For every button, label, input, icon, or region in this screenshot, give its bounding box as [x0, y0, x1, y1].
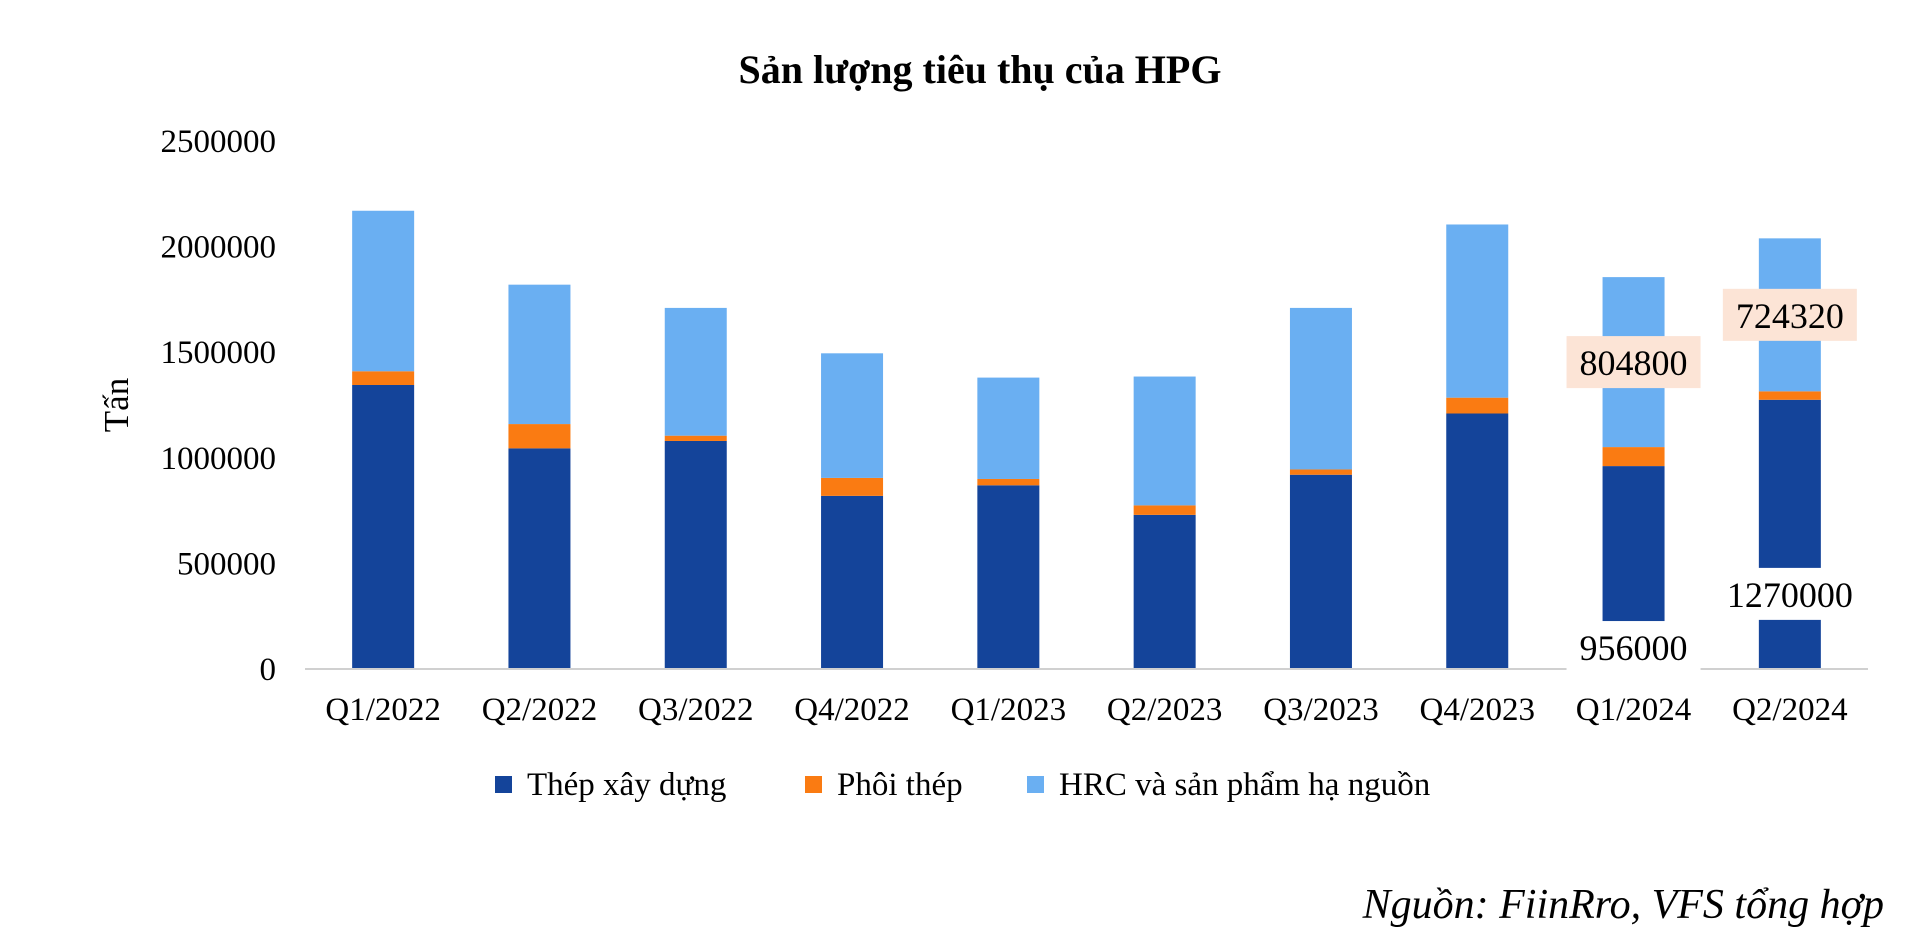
bar-segment [977, 485, 1040, 668]
y-tick-label: 1000000 [161, 441, 277, 477]
bar-segment [1133, 514, 1196, 668]
bar-segment [1602, 447, 1665, 467]
bar-segment [977, 478, 1040, 486]
x-tick-label: Q3/2022 [638, 692, 754, 728]
bar-segment [977, 377, 1040, 479]
bar-segment [1446, 224, 1509, 398]
data-labels: 956000 1270000 804800 724320 [1566, 288, 1867, 674]
bar-segment [1758, 399, 1821, 668]
data-label: 724320 [1736, 296, 1844, 336]
x-tick-label: Q3/2023 [1263, 692, 1379, 728]
data-label-box [1713, 567, 1867, 620]
y-tick-label: 500000 [177, 546, 276, 582]
y-tick-label: 2500000 [161, 124, 277, 160]
source-note: Nguồn: FiinRro, VFS tổng hợp [1362, 882, 1884, 928]
bar-segment [1758, 391, 1821, 400]
data-label: 1270000 [1727, 575, 1853, 615]
bar-segment [1446, 413, 1509, 668]
bar-segment [508, 448, 571, 668]
bars [352, 210, 1821, 668]
legend-label: Phôi thép [837, 767, 963, 803]
x-tick-label: Q2/2023 [1107, 692, 1223, 728]
bar-segment [352, 384, 415, 668]
x-tick-label: Q1/2023 [951, 692, 1067, 728]
data-label-box [1566, 621, 1701, 674]
bar-segment [664, 307, 727, 436]
bar-segment [1133, 505, 1196, 515]
bar-segment [1289, 307, 1352, 470]
y-axis-label: Tấn [97, 378, 136, 432]
legend-swatch [495, 776, 512, 793]
bar-segment [508, 284, 571, 425]
bar-segment [352, 210, 415, 372]
legend-swatch [805, 776, 822, 793]
legend-label: HRC và sản phẩm hạ nguồn [1059, 767, 1430, 803]
x-axis-ticks: Q1/2022 Q2/2022 Q3/2022 Q4/2022 Q1/2023 Q2/20… [325, 692, 1847, 728]
y-tick-label: 1500000 [161, 335, 277, 371]
bar-segment [1133, 376, 1196, 506]
bar-segment [352, 371, 415, 385]
y-tick-label: 2000000 [161, 230, 277, 266]
data-label: 956000 [1580, 628, 1688, 668]
data-label-box [1566, 336, 1701, 389]
x-tick-label: Q1/2024 [1576, 692, 1692, 728]
data-label-box [1722, 288, 1857, 341]
bar-segment [821, 353, 884, 478]
bar-segment [1289, 469, 1352, 475]
x-tick-label: Q2/2022 [482, 692, 598, 728]
bar-segment [508, 424, 571, 449]
y-axis-ticks: 0 500000 1000000 1500000 2000000 2500000 [161, 124, 277, 688]
bar-segment [664, 435, 727, 441]
data-label: 804800 [1580, 343, 1688, 383]
bar-segment [821, 495, 884, 668]
y-tick-label: 0 [260, 652, 277, 688]
bar-segment [1446, 397, 1509, 414]
x-tick-label: Q1/2022 [325, 692, 441, 728]
x-tick-label: Q2/2024 [1732, 692, 1848, 728]
legend-swatch [1027, 776, 1044, 793]
x-tick-label: Q4/2022 [794, 692, 910, 728]
legend: Thép xây dựng Phôi thép HRC và sản phẩm hạ… [495, 767, 1430, 803]
bar-segment [1289, 474, 1352, 668]
chart-title: Sản lượng tiêu thụ của HPG [739, 47, 1222, 92]
x-tick-label: Q4/2023 [1420, 692, 1536, 728]
legend-label: Thép xây dựng [527, 767, 726, 803]
bar-segment [664, 440, 727, 668]
bar-segment [821, 477, 884, 496]
